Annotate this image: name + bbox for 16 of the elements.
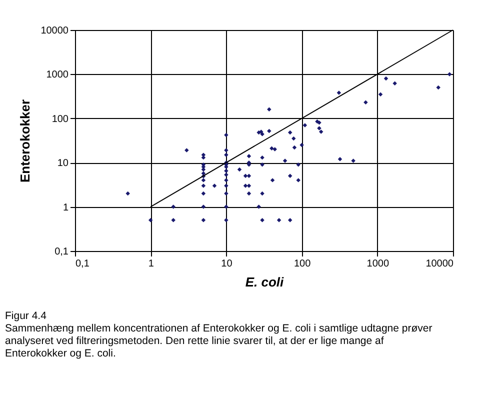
x-tick-label: 0,1 bbox=[76, 258, 90, 270]
y-tick-label: 1000 bbox=[46, 70, 69, 81]
x-tick-label: 10000 bbox=[426, 258, 454, 270]
y-tick-label: 1 bbox=[62, 202, 69, 214]
text: Figur 4.4 bbox=[5, 310, 47, 322]
x-tick-label: 100 bbox=[294, 258, 312, 270]
y-tick-label: 100 bbox=[52, 114, 69, 125]
y-tick-label: 0,1 bbox=[54, 246, 69, 258]
x-tick-label: 1 bbox=[148, 258, 154, 270]
x-axis-title: E. coli bbox=[245, 274, 284, 290]
y-axis-title: Enterokokker bbox=[18, 99, 33, 183]
text: Sammenhæng mellem koncentrationen af Enterokokker og E. coli i samtlige udtagne prøver analyseret ved filtreringsmetoden. Den rette linie svarer til, at der er lige mange af Enterokokker og E. coli. bbox=[5, 322, 433, 360]
x-tick-label: 1000 bbox=[366, 258, 390, 270]
y-tick-label: 10 bbox=[57, 158, 69, 170]
y-tick-label: 10000 bbox=[40, 26, 69, 36]
x-tick-label: 10 bbox=[221, 258, 233, 270]
